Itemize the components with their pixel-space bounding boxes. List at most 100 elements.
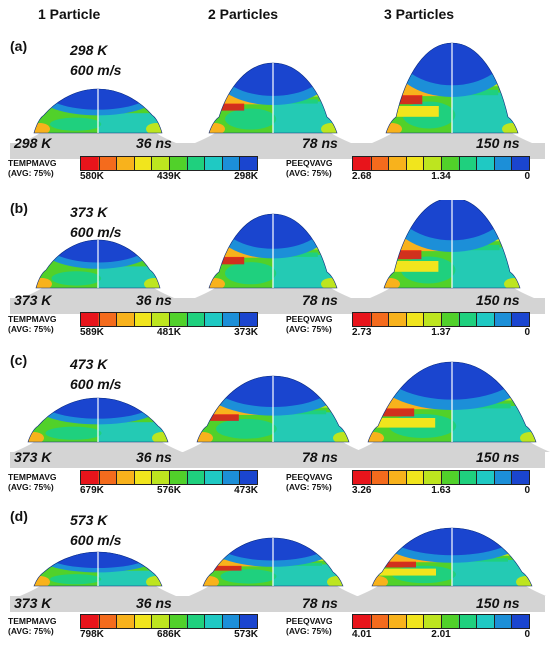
legend-divider bbox=[116, 157, 118, 170]
legend-divider bbox=[423, 471, 425, 484]
tick-max: 3.26 bbox=[352, 485, 372, 496]
legend-divider bbox=[476, 615, 478, 628]
tick-max: 589K bbox=[80, 327, 104, 338]
legend-divider bbox=[186, 615, 188, 628]
tick-mid: 2.01 bbox=[431, 629, 451, 640]
peeq-legend-title: PEEQVAVG (AVG: 75%) bbox=[286, 314, 333, 334]
splat bbox=[383, 200, 521, 289]
legend-divider bbox=[388, 157, 390, 170]
panel-b: (b) 373 K 600 m/s 373 K 36 ns 78 ns 150 … bbox=[0, 200, 550, 360]
legend-divider bbox=[441, 157, 442, 170]
substrate bbox=[10, 288, 545, 314]
time-1: 36 ns bbox=[136, 595, 172, 611]
panel-label: (c) bbox=[10, 352, 28, 368]
legend-divider bbox=[441, 313, 442, 326]
legend-divider bbox=[388, 471, 390, 484]
temp-legend-title: TEMPMAVG (AVG: 75%) bbox=[8, 616, 57, 636]
tick-max: 4.01 bbox=[352, 629, 372, 640]
legend-divider bbox=[388, 615, 390, 628]
column-header-1: 1 Particle bbox=[38, 6, 101, 22]
splat bbox=[196, 375, 350, 443]
legend-divider bbox=[116, 615, 118, 628]
tick-min: 0 bbox=[524, 485, 530, 496]
legend-divider bbox=[133, 313, 135, 326]
legend-divider bbox=[476, 471, 478, 484]
particle-temperature: 473 K bbox=[70, 356, 108, 372]
time-1: 36 ns bbox=[136, 449, 172, 465]
legend-divider bbox=[405, 471, 407, 484]
legend-divider bbox=[441, 615, 442, 628]
legend-divider bbox=[511, 313, 513, 326]
tick-mid: 439K bbox=[157, 171, 181, 182]
legend-divider bbox=[221, 157, 223, 170]
substrate bbox=[10, 442, 550, 468]
panel-d: (d) 573 K 600 m/s 373 K 36 ns 78 ns 150 … bbox=[0, 508, 550, 668]
substrate-temperature: 298 K bbox=[14, 135, 52, 151]
splat bbox=[202, 537, 344, 587]
peeq-legend-bar bbox=[352, 614, 530, 629]
panel-c: (c) 473 K 600 m/s 373 K 36 ns 78 ns 150 … bbox=[0, 352, 550, 512]
splat bbox=[385, 42, 519, 134]
time-1: 36 ns bbox=[136, 292, 172, 308]
panel-a: (a) 298 K 600 m/s 298 K 36 ns 78 ns 150 … bbox=[0, 38, 550, 198]
legend-divider bbox=[458, 313, 460, 326]
substrate bbox=[10, 133, 545, 159]
legend-divider bbox=[458, 615, 460, 628]
legend-divider bbox=[151, 471, 153, 484]
legend-divider bbox=[204, 157, 206, 170]
legend-divider bbox=[441, 471, 442, 484]
legend-divider bbox=[151, 313, 153, 326]
time-2: 78 ns bbox=[302, 135, 338, 151]
legend-divider bbox=[458, 471, 460, 484]
substrate-temperature: 373 K bbox=[14, 292, 52, 308]
particle-velocity: 600 m/s bbox=[70, 62, 122, 78]
legend-divider bbox=[370, 615, 372, 628]
legend-divider bbox=[221, 615, 223, 628]
legend-divider bbox=[169, 615, 170, 628]
particle-temperature: 298 K bbox=[70, 42, 108, 58]
legend-divider bbox=[239, 615, 241, 628]
tick-min: 473K bbox=[234, 485, 258, 496]
tick-max: 679K bbox=[80, 485, 104, 496]
legend-divider bbox=[493, 615, 495, 628]
column-header-3: 3 Particles bbox=[384, 6, 455, 22]
simulation-figure bbox=[10, 361, 550, 468]
legend-divider bbox=[405, 313, 407, 326]
legend-divider bbox=[493, 471, 495, 484]
tick-min: 573K bbox=[234, 629, 258, 640]
legend-divider bbox=[405, 615, 407, 628]
simulation-figure bbox=[10, 200, 545, 314]
legend-divider bbox=[151, 615, 153, 628]
legend-divider bbox=[493, 313, 495, 326]
substrate bbox=[10, 586, 546, 612]
legend-divider bbox=[133, 157, 135, 170]
legend-divider bbox=[388, 313, 390, 326]
tick-mid: 1.34 bbox=[431, 171, 451, 182]
tick-min: 373K bbox=[234, 327, 258, 338]
legend-divider bbox=[186, 157, 188, 170]
legend-divider bbox=[511, 615, 513, 628]
legend-divider bbox=[151, 157, 153, 170]
legend-divider bbox=[169, 157, 170, 170]
temp-legend-title: TEMPMAVG (AVG: 75%) bbox=[8, 158, 57, 178]
temp-legend-bar bbox=[80, 312, 258, 327]
temp-legend-title: TEMPMAVG (AVG: 75%) bbox=[8, 472, 57, 492]
time-3: 150 ns bbox=[476, 135, 520, 151]
legend-divider bbox=[204, 471, 206, 484]
peeq-legend-title: PEEQVAVG (AVG: 75%) bbox=[286, 472, 333, 492]
tick-max: 798K bbox=[80, 629, 104, 640]
time-3: 150 ns bbox=[476, 595, 520, 611]
simulation-figure bbox=[10, 42, 545, 159]
peeq-legend-bar bbox=[352, 470, 530, 485]
legend-divider bbox=[116, 471, 118, 484]
legend-divider bbox=[476, 157, 478, 170]
splat bbox=[367, 361, 537, 443]
tick-mid: 576K bbox=[157, 485, 181, 496]
temp-legend-bar bbox=[80, 470, 258, 485]
tick-mid: 1.37 bbox=[431, 327, 451, 338]
legend-divider bbox=[476, 313, 478, 326]
legend-divider bbox=[116, 313, 118, 326]
panel-label: (b) bbox=[10, 200, 28, 216]
peeq-legend-bar bbox=[352, 312, 530, 327]
legend-divider bbox=[458, 157, 460, 170]
